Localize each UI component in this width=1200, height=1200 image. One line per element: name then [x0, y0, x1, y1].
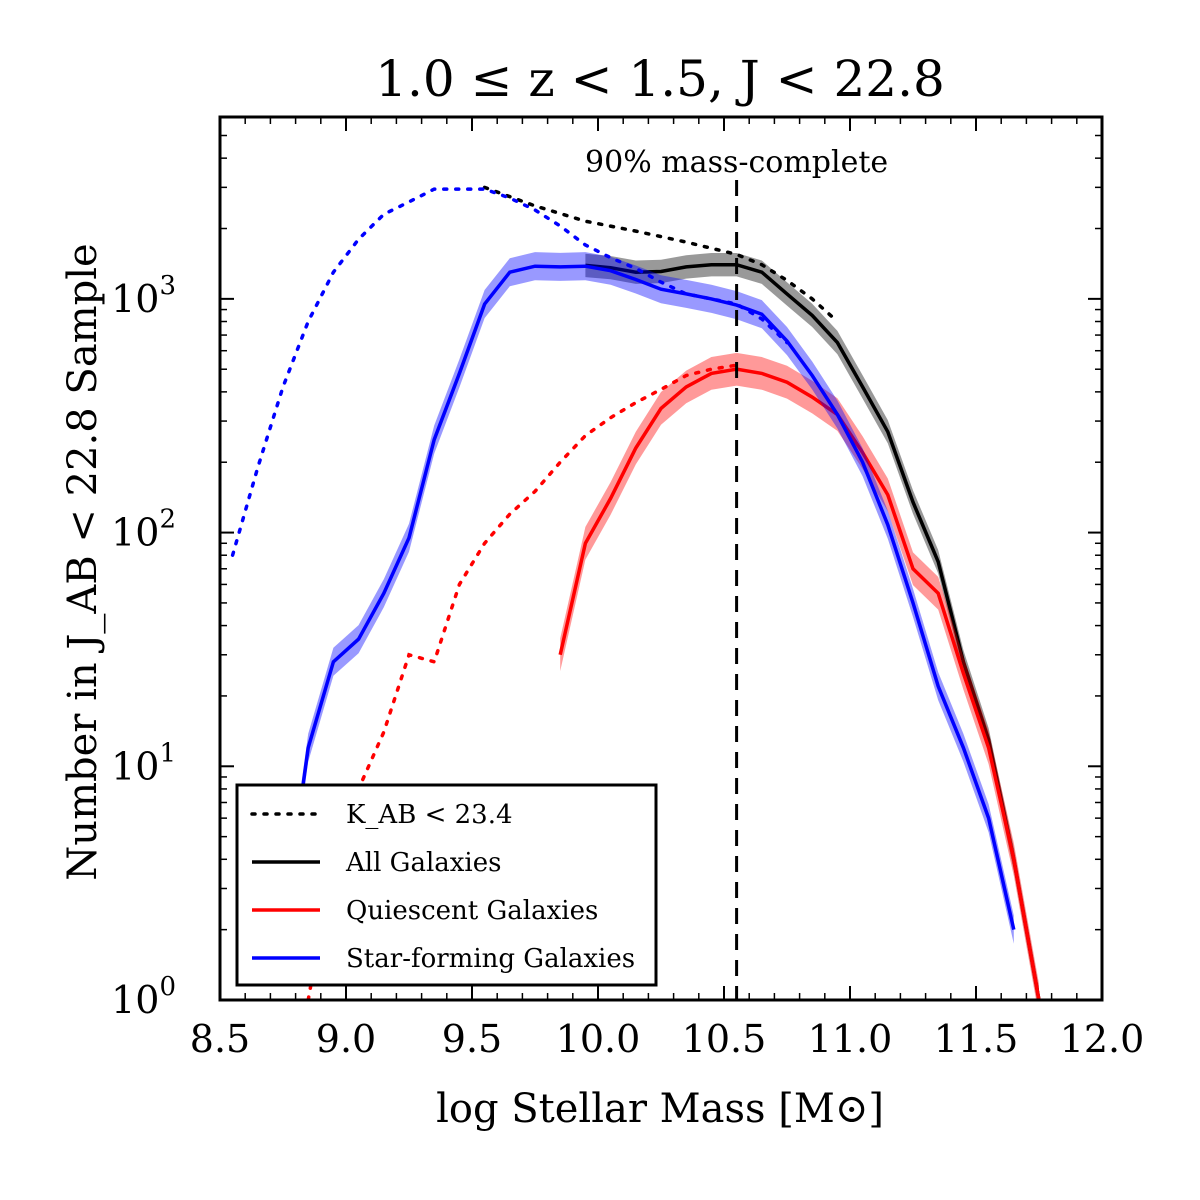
x-tick-label: 11.0 [808, 1017, 893, 1061]
series-k-ab-23-4-quiescent-line [306, 363, 739, 1000]
series-star-forming-galaxies-line [281, 264, 1016, 930]
chart-title: 1.0 ≤ z < 1.5, J < 22.8 [375, 50, 945, 108]
series-k-ab-23-4-star-forming-line [230, 187, 789, 557]
x-tick-label: 12.0 [1060, 1017, 1145, 1061]
y-tick-label: 101 [111, 738, 176, 788]
legend: K_AB < 23.4 All Galaxies Quiescent Galaxie… [235, 783, 658, 987]
series-all-galaxies [585, 253, 1041, 1000]
mass-complete-label: 90% mass-complete [585, 145, 888, 180]
y-tick-label: 102 [111, 505, 176, 555]
ticks-layer: 8.5 9.0 9.5 10.0 10.5 11.0 11.5 12.0 100 101 102 10… [111, 116, 1145, 1061]
y-axis-label: Number in J_AB < 22.8 Sample [60, 243, 106, 880]
series-layer [230, 185, 1041, 1000]
plot-frame [218, 115, 1104, 1002]
y-tick-label: 100 [111, 972, 176, 1022]
series-all-galaxies-line [585, 262, 1041, 1000]
x-tick-label: 10.0 [556, 1017, 641, 1061]
y-tick-label: 103 [111, 271, 176, 321]
legend-label: Star-forming Galaxies [346, 944, 635, 974]
legend-label: K_AB < 23.4 [346, 800, 513, 830]
x-tick-label: 8.5 [190, 1017, 250, 1061]
series-quiescent-galaxies [558, 352, 1041, 1000]
x-tick-label: 9.0 [316, 1017, 376, 1061]
series-star-forming-galaxies [281, 252, 1016, 944]
legend-box [235, 783, 658, 987]
legend-label: All Galaxies [345, 848, 501, 878]
legend-label: Quiescent Galaxies [346, 896, 598, 926]
series-k-ab-23-4-quiescent [306, 363, 739, 1000]
x-tick-label: 9.5 [442, 1017, 502, 1061]
x-axis-label: log Stellar Mass [M⊙] [436, 1086, 884, 1132]
x-tick-label: 11.5 [934, 1017, 1019, 1061]
x-tick-label: 10.5 [682, 1017, 767, 1061]
series-quiescent-galaxies-line [558, 367, 1041, 1000]
series-k-ab-23-4-star-forming [230, 187, 789, 557]
